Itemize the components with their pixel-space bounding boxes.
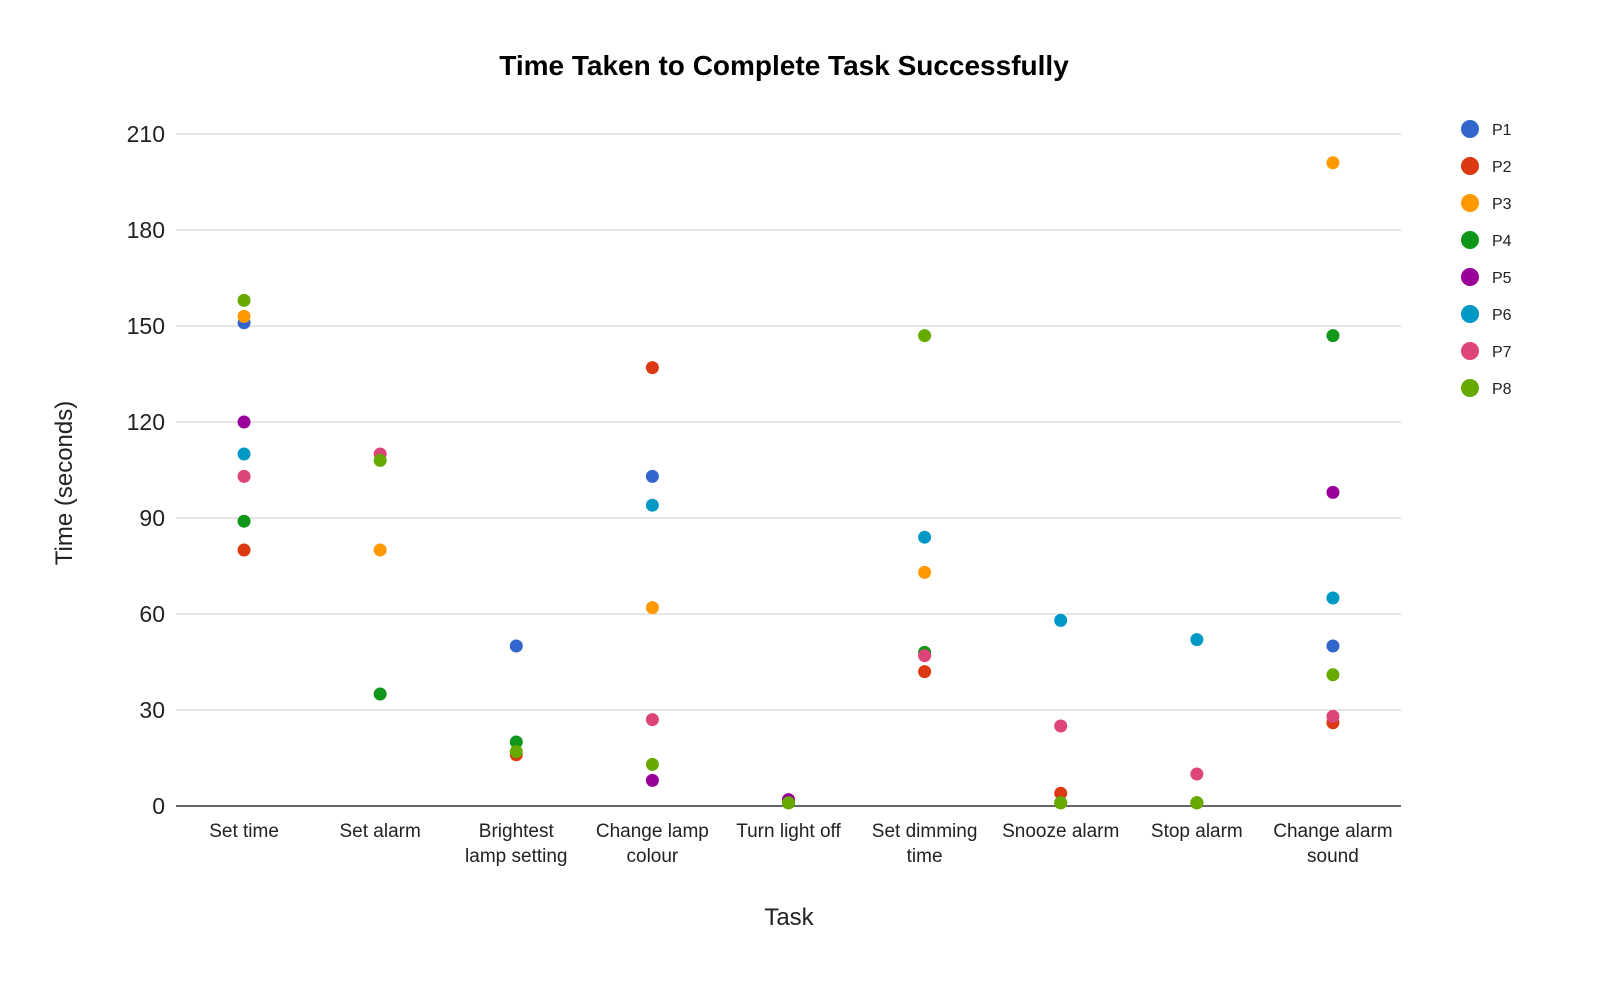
x-category-label-line: Set alarm [340,821,421,842]
data-points [237,156,1340,810]
y-tick-label: 0 [152,793,165,819]
x-category-label-line: Turn light off [736,821,841,842]
data-point-p8 [509,745,523,759]
data-point-p6 [237,447,251,461]
data-point-p3 [373,543,387,557]
y-tick-label: 90 [139,505,165,531]
legend-marker-p1 [1461,120,1479,138]
x-category-labels: Set time Set alarm Brightest lamp setting Ch… [209,821,1392,867]
legend-label-p1: P1 [1492,122,1512,139]
y-tick-labels: 0 30 60 90 120 150 180 210 [127,121,165,819]
legend-label-p4: P4 [1492,233,1512,250]
x-category-label-line: colour [627,846,679,867]
y-tick-label: 180 [127,217,165,243]
data-point-p6 [645,498,659,512]
y-tick-label: 120 [127,409,165,435]
y-tick-label: 210 [127,121,165,147]
legend: P1 P2 P3 P4 P5 P6 P7 P8 [1461,120,1512,398]
x-category-label-line: Change lamp [596,821,709,842]
data-point-p2 [645,361,659,375]
data-point-p7 [918,649,932,663]
legend-label-p2: P2 [1492,159,1512,176]
legend-marker-p5 [1461,268,1479,286]
gridlines [176,133,1401,807]
y-axis-title: Time (seconds) [51,401,78,565]
data-point-p8 [1190,796,1204,810]
legend-marker-p3 [1461,194,1479,212]
x-category-label-line: Set time [209,821,279,842]
x-category-label-line: time [907,846,943,867]
data-point-p7 [1326,709,1340,723]
data-point-p2 [237,543,251,557]
x-category-label: Change lamp colour [596,821,709,867]
x-category-label: Turn light off [736,821,841,842]
x-category-label-line: Change alarm [1273,821,1392,842]
x-category-label-line: Brightest [479,821,555,842]
x-category-label-line: lamp setting [465,846,567,867]
y-tick-label: 30 [139,697,165,723]
data-point-p8 [918,329,932,343]
data-point-p2 [918,665,932,679]
data-point-p4 [509,735,523,749]
chart-title: Time Taken to Complete Task Successfully [499,50,1069,81]
data-point-p6 [1054,613,1068,627]
data-point-p6 [1190,633,1204,647]
data-point-p3 [918,565,932,579]
legend-marker-p7 [1461,342,1479,360]
data-point-p1 [509,639,523,653]
data-point-p8 [373,453,387,467]
legend-label-p8: P8 [1492,381,1512,398]
x-axis-title: Task [764,904,814,931]
data-point-p7 [1190,767,1204,781]
x-category-label-line: Stop alarm [1151,821,1243,842]
legend-marker-p2 [1461,157,1479,175]
data-point-p2 [1054,786,1068,800]
data-point-p8 [782,796,795,810]
x-category-label-line: sound [1307,846,1359,867]
x-category-label: Stop alarm [1151,821,1243,842]
data-point-p5 [1326,485,1340,499]
data-point-p8 [645,757,659,771]
data-point-p8 [1326,668,1340,682]
data-point-p4 [237,514,251,528]
x-category-label: Set dimming time [872,821,978,867]
data-point-p3 [237,309,251,323]
data-point-p3 [645,601,659,615]
legend-marker-p4 [1461,231,1479,249]
x-category-label-line: Set dimming [872,821,978,842]
data-point-p7 [237,469,251,483]
data-point-p1 [1326,639,1340,653]
data-point-p3 [1326,156,1340,170]
data-point-p8 [237,293,251,307]
data-point-p7 [1054,719,1068,733]
data-point-p6 [918,530,932,544]
legend-marker-p8 [1461,379,1479,397]
x-category-label: Snooze alarm [1002,821,1119,842]
y-tick-label: 150 [127,313,165,339]
legend-label-p3: P3 [1492,196,1512,213]
data-point-p4 [1326,329,1340,343]
data-point-p4 [373,687,387,701]
x-category-label-line: Snooze alarm [1002,821,1119,842]
y-tick-label: 60 [139,601,165,627]
data-point-p8 [1054,796,1068,810]
legend-label-p6: P6 [1492,307,1512,324]
x-category-label: Set time [209,821,279,842]
legend-label-p7: P7 [1492,344,1512,361]
x-category-label: Brightest lamp setting [465,821,567,867]
x-category-label: Change alarm sound [1273,821,1392,867]
data-point-p5 [237,415,251,429]
legend-label-p5: P5 [1492,270,1512,287]
data-point-p6 [1326,591,1340,605]
x-category-label: Set alarm [340,821,421,842]
data-point-p7 [645,713,659,727]
data-point-p5 [645,773,659,787]
data-point-p1 [645,469,659,483]
legend-marker-p6 [1461,305,1479,323]
